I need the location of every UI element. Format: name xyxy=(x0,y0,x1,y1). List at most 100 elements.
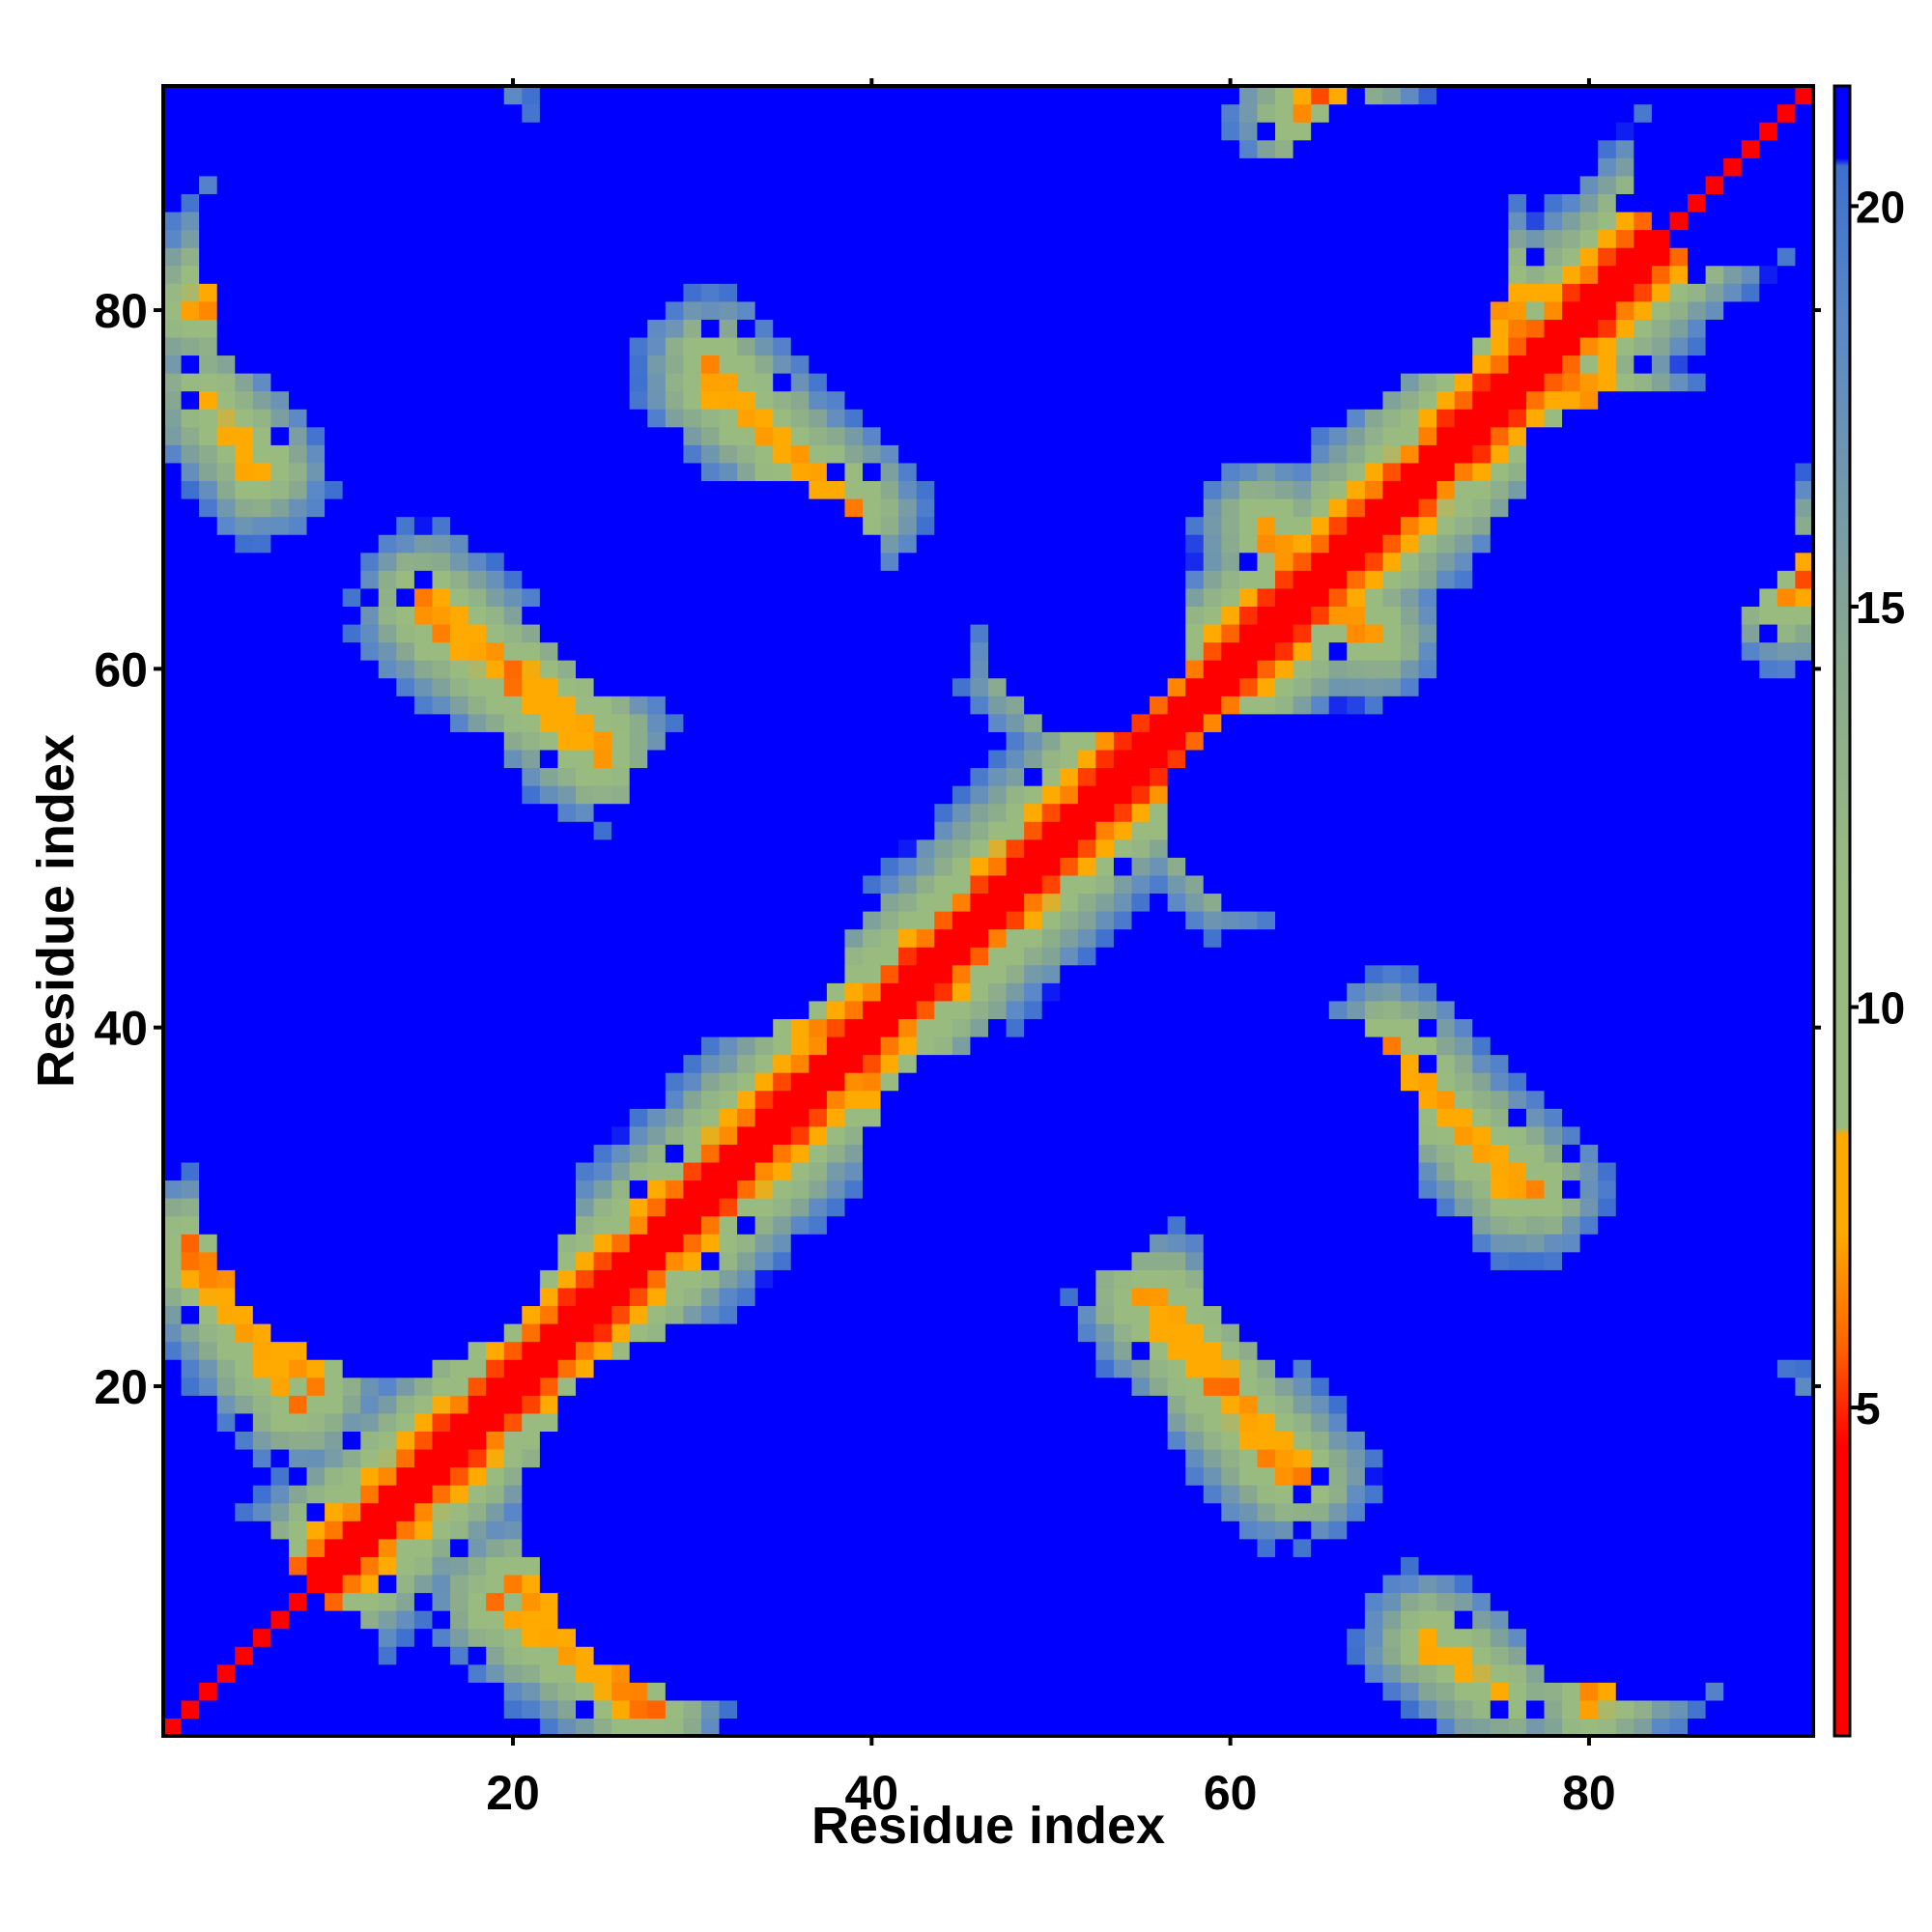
heatmap-cell xyxy=(1041,1610,1061,1630)
heatmap-cell xyxy=(252,1072,271,1092)
heatmap-cell xyxy=(898,1412,918,1432)
heatmap-cell xyxy=(737,874,756,895)
heatmap-cell xyxy=(826,767,846,786)
heatmap-cell xyxy=(952,713,972,732)
heatmap-cell xyxy=(593,1610,612,1630)
heatmap-cell xyxy=(288,1485,308,1504)
heatmap-cell xyxy=(844,1000,864,1019)
heatmap-cell xyxy=(988,982,1008,1002)
heatmap-cell xyxy=(199,928,218,948)
heatmap-cell xyxy=(539,767,559,786)
heatmap-cell xyxy=(557,1198,577,1217)
heatmap-cell xyxy=(432,1036,451,1056)
heatmap-cell xyxy=(432,696,451,715)
heatmap-cell xyxy=(970,587,989,607)
heatmap-cell xyxy=(790,1287,810,1307)
heatmap-cell xyxy=(700,1125,721,1145)
heatmap-cell xyxy=(288,911,308,930)
heatmap-cell xyxy=(1131,1610,1151,1630)
heatmap-cell xyxy=(1024,821,1043,840)
heatmap-cell xyxy=(539,1323,559,1343)
heatmap-cell xyxy=(863,516,882,535)
heatmap-cell xyxy=(611,211,631,231)
heatmap-cell xyxy=(1077,1699,1096,1719)
heatmap-cell xyxy=(342,534,361,554)
heatmap-cell xyxy=(611,1018,631,1037)
heatmap-cell xyxy=(181,1646,200,1665)
heatmap-cell xyxy=(934,534,953,554)
heatmap-cell xyxy=(970,426,989,445)
heatmap-cell xyxy=(288,1054,308,1073)
heatmap-cell xyxy=(790,193,810,213)
heatmap-cell xyxy=(181,373,200,392)
heatmap-cell xyxy=(325,1251,344,1270)
heatmap-cell xyxy=(593,103,612,123)
heatmap-cell xyxy=(880,749,899,769)
heatmap-cell xyxy=(522,1395,541,1414)
heatmap-cell xyxy=(557,947,577,966)
heatmap-cell xyxy=(880,498,899,518)
heatmap-cell xyxy=(306,1592,326,1611)
heatmap-cell xyxy=(826,1538,846,1557)
heatmap-cell xyxy=(557,373,577,392)
heatmap-cell xyxy=(252,1699,271,1719)
heatmap-cell xyxy=(988,947,1008,966)
heatmap-cell xyxy=(773,803,792,822)
heatmap-cell xyxy=(916,1628,935,1647)
heatmap-cell xyxy=(647,211,667,231)
heatmap-cell xyxy=(1041,1000,1061,1019)
heatmap-cell xyxy=(754,1628,774,1647)
heatmap-cell xyxy=(934,552,953,571)
heatmap-cell xyxy=(629,139,648,158)
heatmap-cell xyxy=(1095,623,1115,643)
heatmap-cell xyxy=(576,1377,595,1396)
heatmap-cell xyxy=(468,1502,487,1521)
heatmap-cell xyxy=(235,1054,254,1073)
heatmap-cell xyxy=(593,300,612,320)
heatmap-cell xyxy=(880,1359,899,1378)
heatmap-cell xyxy=(503,1718,523,1737)
heatmap-cell xyxy=(199,1234,218,1253)
heatmap-cell xyxy=(863,928,882,948)
heatmap-cell xyxy=(593,1718,612,1737)
heatmap-cell xyxy=(1024,426,1043,445)
heatmap-cell xyxy=(1095,570,1115,589)
heatmap-cell xyxy=(163,409,183,428)
heatmap-cell xyxy=(1041,175,1061,194)
heatmap-cell xyxy=(665,587,684,607)
heatmap-cell xyxy=(1077,1574,1096,1594)
heatmap-cell xyxy=(450,1431,469,1450)
heatmap-cell xyxy=(235,265,254,284)
heatmap-cell xyxy=(576,516,595,535)
heatmap-cell xyxy=(719,319,738,338)
heatmap-cell xyxy=(539,175,559,194)
heatmap-cell xyxy=(486,1234,505,1253)
heatmap-cell xyxy=(790,1682,810,1701)
heatmap-cell xyxy=(503,516,523,535)
heatmap-cell xyxy=(863,1377,882,1396)
heatmap-cell xyxy=(378,1466,397,1486)
heatmap-cell xyxy=(773,516,792,535)
heatmap-cell xyxy=(898,1287,918,1307)
heatmap-cell xyxy=(432,355,451,374)
heatmap-cell xyxy=(199,480,218,499)
heatmap-cell xyxy=(522,947,541,966)
heatmap-cell xyxy=(593,390,612,410)
heatmap-cell xyxy=(790,1592,810,1611)
heatmap-cell xyxy=(934,444,953,464)
heatmap-cell xyxy=(719,1323,738,1343)
heatmap-cell xyxy=(396,1018,415,1037)
heatmap-cell xyxy=(934,1431,953,1450)
heatmap-cell xyxy=(181,731,200,751)
heatmap-cell xyxy=(486,1556,505,1576)
heatmap-cell xyxy=(790,785,810,805)
heatmap-cell xyxy=(1077,1520,1096,1540)
heatmap-cell xyxy=(809,947,828,966)
heatmap-cell xyxy=(181,1198,200,1217)
heatmap-cell xyxy=(539,480,559,499)
heatmap-cell xyxy=(1113,480,1133,499)
heatmap-cell xyxy=(754,1198,774,1217)
heatmap-cell xyxy=(1095,498,1115,518)
heatmap-cell xyxy=(199,677,218,696)
heatmap-cell xyxy=(844,86,864,105)
